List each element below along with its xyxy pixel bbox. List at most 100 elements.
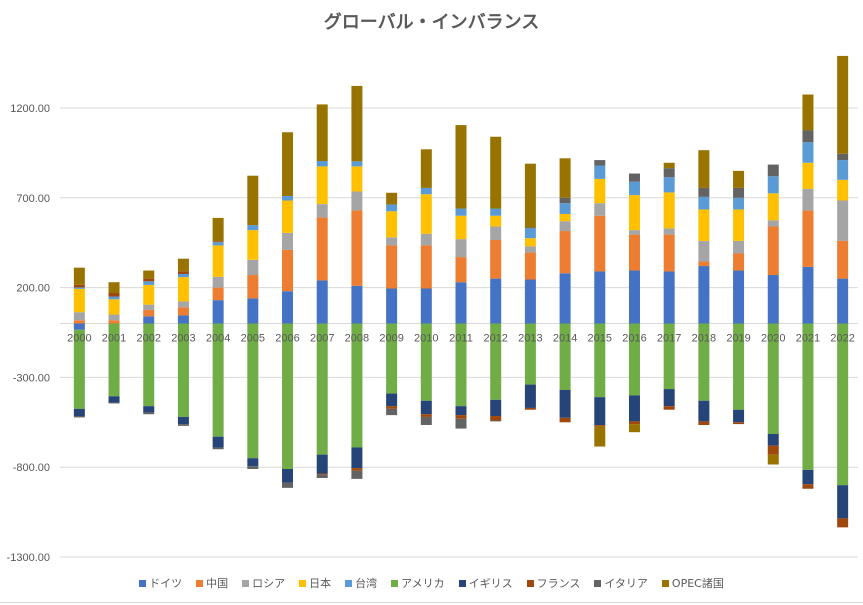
bar-segment xyxy=(698,266,710,324)
bar-segment xyxy=(143,281,155,285)
bar-segment xyxy=(628,181,640,196)
bar-segment xyxy=(177,258,189,272)
bar-segment xyxy=(420,149,432,188)
bar-segment xyxy=(837,485,849,519)
bar-segment xyxy=(698,323,710,401)
bar-segment xyxy=(282,468,294,483)
bar-segment xyxy=(351,470,363,479)
bar-segment xyxy=(837,323,849,486)
bar-segment xyxy=(282,132,294,197)
legend-swatch xyxy=(526,579,534,587)
bar-segment xyxy=(733,409,745,423)
bar-segment xyxy=(282,323,294,469)
bar-segment xyxy=(143,310,155,317)
bar-segment xyxy=(490,208,502,216)
legend-swatch xyxy=(345,579,353,587)
bar-segment xyxy=(108,299,120,315)
bar-segment xyxy=(802,323,814,470)
bar-segment xyxy=(247,298,259,324)
legend-item: ロシア xyxy=(242,575,285,591)
bar-segment xyxy=(212,241,224,243)
bar-segment xyxy=(594,215,606,272)
x-tick-label: 2015 xyxy=(588,333,612,345)
bar-segment xyxy=(351,191,363,211)
bar-segment xyxy=(490,226,502,241)
bar-segment xyxy=(73,329,85,409)
bar-segment xyxy=(594,425,606,447)
bar-segment xyxy=(73,312,85,321)
bar-segment xyxy=(733,240,745,254)
bar-segment xyxy=(455,215,467,240)
legend-item: アメリカ xyxy=(391,575,445,591)
bar-segment xyxy=(559,158,571,198)
bar-segment xyxy=(420,323,432,401)
bar-segment xyxy=(490,240,502,279)
bar-segment xyxy=(143,284,155,305)
legend-label: フランス xyxy=(536,577,581,590)
bar-segment xyxy=(351,447,363,469)
legend-swatch xyxy=(661,579,669,587)
bar-segment xyxy=(386,192,398,205)
bar-segment xyxy=(247,275,259,299)
bar-segment xyxy=(559,231,571,274)
bar-segment xyxy=(767,193,779,221)
x-tick-label: 2010 xyxy=(414,333,438,345)
bar-segment xyxy=(663,234,675,272)
bar-segment xyxy=(351,468,363,471)
bar-segment xyxy=(802,484,814,489)
y-tick-label: -300.00 xyxy=(13,372,50,384)
bar-segment xyxy=(837,240,849,279)
bar-segment xyxy=(490,416,502,421)
bar-segment xyxy=(420,194,432,234)
x-tick-label: 2011 xyxy=(449,333,473,345)
bar-segment xyxy=(73,320,85,324)
bar-segment xyxy=(490,278,502,324)
bar-segment xyxy=(524,238,536,247)
bar-segment xyxy=(524,228,536,239)
bar-segment xyxy=(247,458,259,467)
bar-segment xyxy=(628,323,640,396)
bar-segment xyxy=(177,307,189,316)
bar-segment xyxy=(386,204,398,212)
x-tick-label: 2007 xyxy=(310,333,334,345)
bar-segment xyxy=(837,200,849,241)
bar-segment xyxy=(247,323,259,459)
bar-segment xyxy=(316,473,328,475)
bar-segment xyxy=(524,163,536,228)
bar-segment xyxy=(733,170,745,188)
x-tick-label: 2019 xyxy=(726,333,750,345)
legend-item: 中国 xyxy=(196,575,228,591)
x-tick-label: 2004 xyxy=(206,333,230,345)
bar-segment xyxy=(351,323,363,448)
bar-segment xyxy=(802,188,814,211)
bar-segment xyxy=(420,414,432,417)
bar-segment xyxy=(212,447,224,450)
bar-segment xyxy=(212,300,224,324)
y-tick-label: 200.00 xyxy=(16,283,50,295)
bar-segment xyxy=(455,282,467,324)
x-tick-label: 2003 xyxy=(171,333,195,345)
bar-segment xyxy=(733,209,745,241)
bar-segment xyxy=(247,466,259,469)
bar-segment xyxy=(282,200,294,233)
bar-segment xyxy=(177,277,189,302)
bar-segment xyxy=(420,288,432,324)
bar-segment xyxy=(663,177,675,193)
bar-segment xyxy=(108,292,120,297)
y-tick-label: -1300.00 xyxy=(7,552,50,564)
bar-segment xyxy=(490,215,502,227)
bar-segment xyxy=(663,168,675,178)
bar-segment xyxy=(108,282,120,293)
bar-segment xyxy=(143,412,155,415)
bar-segment xyxy=(524,407,536,410)
bar-segment xyxy=(802,266,814,324)
bar-segment xyxy=(628,421,640,425)
bar-segment xyxy=(351,210,363,286)
bar-segment xyxy=(455,415,467,419)
legend-item: ドイツ xyxy=(139,575,182,591)
bar-segment xyxy=(420,187,432,195)
bar-segment xyxy=(733,422,745,425)
bar-segment xyxy=(559,323,571,390)
bar-segment xyxy=(420,245,432,289)
bar-segment xyxy=(177,323,189,417)
